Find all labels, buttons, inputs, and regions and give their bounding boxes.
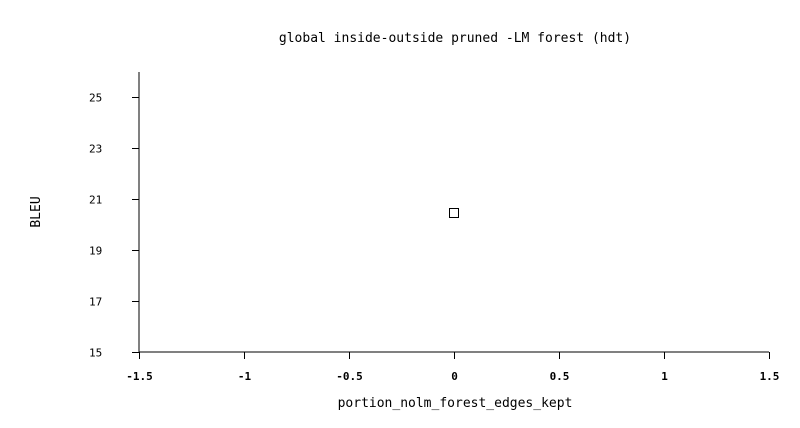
y-tick-label: 25: [89, 92, 102, 105]
x-tick-label: -1.5: [126, 370, 153, 383]
x-tick-label: -0.5: [336, 370, 363, 383]
y-tick-label: 19: [89, 245, 102, 258]
x-tick-label: 1.5: [760, 370, 780, 383]
x-tick-label: 1: [661, 370, 668, 383]
y-axis-label: BLEU: [29, 196, 44, 227]
y-ticks: 15 17 19 21 23 25: [89, 92, 139, 360]
y-tick-label: 21: [89, 194, 102, 207]
y-tick-label: 15: [89, 347, 102, 360]
x-tick-label: 0: [451, 370, 458, 383]
data-points: [449, 208, 459, 218]
x-tick-label: 0.5: [550, 370, 570, 383]
data-point-square: [449, 208, 459, 218]
chart-title: global inside-outside pruned -LM forest …: [279, 31, 631, 46]
y-tick-label: 23: [89, 143, 102, 156]
x-axis-label: portion_nolm_forest_edges_kept: [338, 396, 573, 411]
x-ticks: -1.5 -1 -0.5 0 0.5 1 1.5: [126, 352, 779, 383]
x-tick-label: -1: [238, 370, 252, 383]
y-tick-label: 17: [89, 296, 102, 309]
